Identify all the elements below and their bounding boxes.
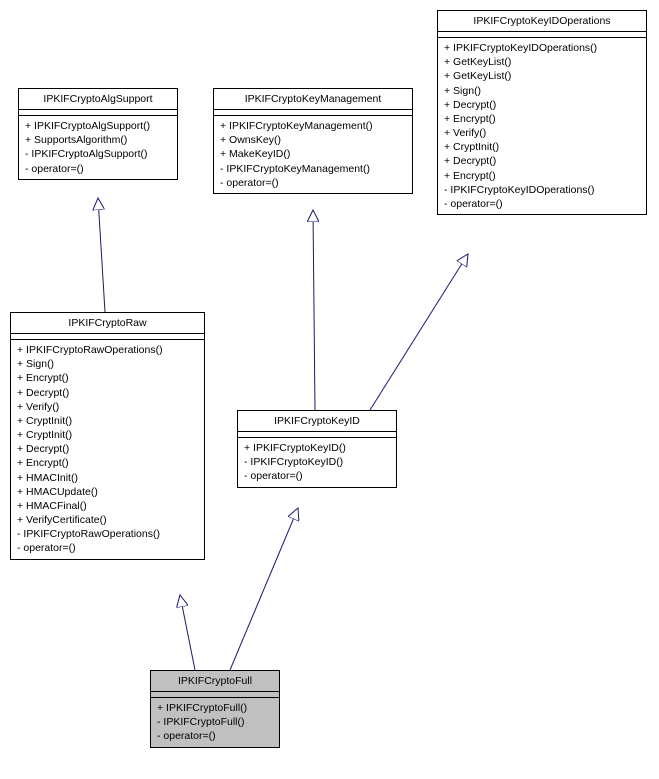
- class-op: + Decrypt(): [17, 386, 198, 400]
- class-op: - operator=(): [444, 197, 640, 211]
- inheritance-edge: [230, 508, 298, 670]
- class-op: + Decrypt(): [444, 98, 640, 112]
- class-title: IPKIFCryptoKeyManagement: [214, 89, 412, 110]
- class-op: + GetKeyList(): [444, 55, 640, 69]
- class-op: + MakeKeyID(): [220, 147, 406, 161]
- class-op: + HMACFinal(): [17, 499, 198, 513]
- class-op: + CryptInit(): [444, 140, 640, 154]
- inheritance-edge: [180, 595, 195, 670]
- class-op: - operator=(): [17, 541, 198, 555]
- class-op: + Encrypt(): [17, 371, 198, 385]
- class-op: - IPKIFCryptoKeyID(): [244, 455, 390, 469]
- class-op: + Verify(): [444, 126, 640, 140]
- class-title: IPKIFCryptoKeyID: [238, 411, 396, 432]
- inheritance-edge: [313, 210, 315, 410]
- class-title: IPKIFCryptoKeyIDOperations: [438, 11, 646, 32]
- class-ops: + IPKIFCryptoFull()- IPKIFCryptoFull()- …: [151, 698, 279, 747]
- class-op: + IPKIFCryptoKeyIDOperations(): [444, 41, 640, 55]
- class-ops: + IPKIFCryptoAlgSupport()+ SupportsAlgor…: [19, 116, 177, 179]
- class-op: + IPKIFCryptoAlgSupport(): [25, 119, 171, 133]
- class-op: + HMACInit(): [17, 471, 198, 485]
- inheritance-edge: [98, 198, 105, 312]
- class-box-raw[interactable]: IPKIFCryptoRaw + IPKIFCryptoRawOperations…: [10, 312, 205, 560]
- class-title: IPKIFCryptoFull: [151, 671, 279, 692]
- class-op: - operator=(): [220, 176, 406, 190]
- class-title: IPKIFCryptoAlgSupport: [19, 89, 177, 110]
- class-op: - operator=(): [244, 469, 390, 483]
- class-box-keyMgmt[interactable]: IPKIFCryptoKeyManagement + IPKIFCryptoKey…: [213, 88, 413, 194]
- class-op: + VerifyCertificate(): [17, 513, 198, 527]
- class-box-keyIdOps[interactable]: IPKIFCryptoKeyIDOperations + IPKIFCryptoK…: [437, 10, 647, 215]
- class-op: - IPKIFCryptoAlgSupport(): [25, 147, 171, 161]
- class-op: + CryptInit(): [17, 414, 198, 428]
- class-box-algSupport[interactable]: IPKIFCryptoAlgSupport + IPKIFCryptoAlgSup…: [18, 88, 178, 180]
- class-ops: + IPKIFCryptoKeyIDOperations()+ GetKeyLi…: [438, 38, 646, 214]
- class-op: + Decrypt(): [444, 154, 640, 168]
- class-op: + IPKIFCryptoRawOperations(): [17, 343, 198, 357]
- class-op: + IPKIFCryptoKeyManagement(): [220, 119, 406, 133]
- class-op: + Sign(): [444, 84, 640, 98]
- class-op: + HMACUpdate(): [17, 485, 198, 499]
- class-op: + IPKIFCryptoKeyID(): [244, 441, 390, 455]
- class-box-keyId[interactable]: IPKIFCryptoKeyID + IPKIFCryptoKeyID()- IP…: [237, 410, 397, 488]
- class-op: - IPKIFCryptoRawOperations(): [17, 527, 198, 541]
- class-op: + SupportsAlgorithm(): [25, 133, 171, 147]
- class-op: - operator=(): [25, 162, 171, 176]
- class-box-full[interactable]: IPKIFCryptoFull + IPKIFCryptoFull()- IPKI…: [150, 670, 280, 748]
- class-op: + GetKeyList(): [444, 69, 640, 83]
- inheritance-edge: [370, 254, 468, 410]
- class-op: - IPKIFCryptoKeyIDOperations(): [444, 183, 640, 197]
- class-ops: + IPKIFCryptoRawOperations()+ Sign()+ En…: [11, 340, 204, 559]
- class-ops: + IPKIFCryptoKeyManagement()+ OwnsKey()+…: [214, 116, 412, 193]
- class-op: + CryptInit(): [17, 428, 198, 442]
- class-op: + Encrypt(): [444, 112, 640, 126]
- uml-canvas: IPKIFCryptoAlgSupport + IPKIFCryptoAlgSup…: [0, 0, 659, 779]
- class-title: IPKIFCryptoRaw: [11, 313, 204, 334]
- class-op: + Verify(): [17, 400, 198, 414]
- class-op: + Decrypt(): [17, 442, 198, 456]
- class-ops: + IPKIFCryptoKeyID()- IPKIFCryptoKeyID()…: [238, 438, 396, 487]
- class-op: - operator=(): [157, 729, 273, 743]
- class-op: - IPKIFCryptoFull(): [157, 715, 273, 729]
- class-op: - IPKIFCryptoKeyManagement(): [220, 162, 406, 176]
- class-op: + IPKIFCryptoFull(): [157, 701, 273, 715]
- class-op: + Encrypt(): [17, 456, 198, 470]
- class-op: + Sign(): [17, 357, 198, 371]
- class-op: + Encrypt(): [444, 169, 640, 183]
- class-op: + OwnsKey(): [220, 133, 406, 147]
